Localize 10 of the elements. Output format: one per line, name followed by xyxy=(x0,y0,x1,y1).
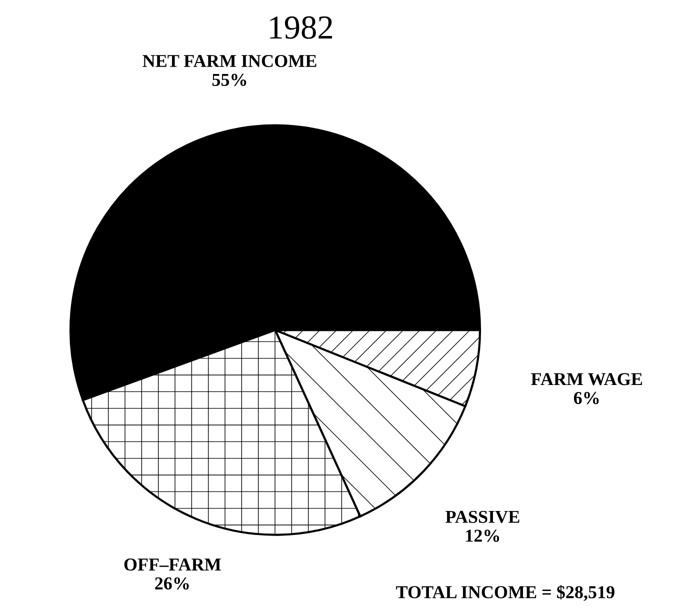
data-label: 12% xyxy=(466,530,500,542)
slice-label: NET FARM INCOME xyxy=(142,54,316,68)
slice-label: OFF–FARM xyxy=(124,558,221,571)
data-label: 55% xyxy=(212,74,246,86)
slice-label: PASSIVE xyxy=(446,510,520,524)
data-label: 6% xyxy=(574,392,599,404)
text: TOTAL INCOME = $28,519 xyxy=(396,585,614,601)
data-label: 26% xyxy=(155,577,189,590)
chart-title: 1982 xyxy=(270,16,332,39)
slice-label: FARM WAGE xyxy=(531,373,642,386)
